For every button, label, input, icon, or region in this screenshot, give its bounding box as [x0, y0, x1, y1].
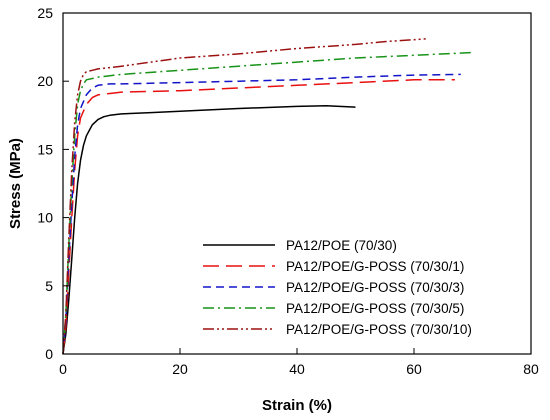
x-tick-label: 20 [172, 361, 188, 377]
y-axis: 0 5 10 15 20 25 [37, 5, 69, 362]
x-tick-label: 40 [289, 361, 305, 377]
x-tick-label: 0 [59, 361, 67, 377]
legend-label-1: PA12/POE (70/30) [286, 238, 397, 253]
y-tick-label: 25 [37, 5, 53, 21]
legend-label-5: PA12/POE/G-POSS (70/30/10) [286, 322, 472, 337]
legend: PA12/POE (70/30) PA12/POE/G-POSS (70/30/1… [203, 238, 472, 337]
y-tick-label: 0 [45, 346, 53, 362]
series-line-3 [62, 73, 461, 355]
x-axis: 0 20 40 60 80 [59, 348, 539, 377]
plot-lines [62, 38, 473, 355]
legend-label-3: PA12/POE/G-POSS (70/30/3) [286, 280, 464, 295]
series-line-5 [62, 38, 426, 355]
legend-label-2: PA12/POE/G-POSS (70/30/1) [286, 259, 464, 274]
x-tick-label: 60 [406, 361, 422, 377]
legend-label-4: PA12/POE/G-POSS (70/30/5) [286, 301, 464, 316]
y-tick-label: 5 [45, 278, 53, 294]
x-tick-label: 80 [523, 361, 539, 377]
series-line-2 [62, 79, 455, 355]
x-axis-title: Strain (%) [262, 397, 332, 414]
y-tick-label: 15 [37, 141, 53, 157]
y-axis-title: Stress (MPa) [7, 138, 24, 229]
y-tick-label: 10 [37, 210, 53, 226]
y-tick-label: 20 [37, 73, 53, 89]
series-line-1 [62, 105, 356, 355]
